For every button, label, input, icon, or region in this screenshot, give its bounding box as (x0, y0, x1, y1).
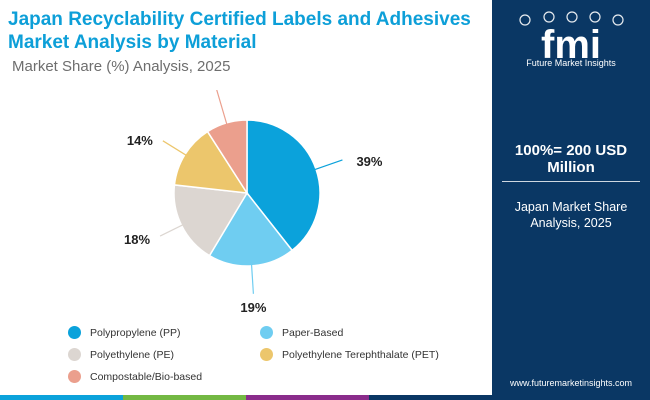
legend-swatch (260, 348, 273, 361)
chart-panel: Japan Recyclability Certified Labels and… (0, 9, 492, 400)
legend-item-0: Polypropylene (PP) (68, 326, 180, 339)
sidebar: fmi Future Market Insights 100%= 200 USD… (492, 0, 650, 400)
pie-label-3: 14% (127, 133, 153, 148)
pie-label-0: 39% (356, 154, 382, 169)
leader-line-3 (162, 140, 187, 157)
legend-swatch (68, 370, 81, 383)
strip-segment-3 (369, 395, 492, 400)
legend-label: Polypropylene (PP) (90, 326, 181, 339)
strip-segment-0 (0, 395, 123, 400)
legend-item-4: Compostable/Bio-based (68, 370, 202, 383)
market-description: Japan Market Share Analysis, 2025 (514, 200, 628, 230)
page-title: Japan Recyclability Certified Labels and… (8, 9, 471, 53)
color-strip (0, 395, 492, 400)
legend-swatch (260, 326, 273, 339)
sidebar-divider (502, 181, 640, 182)
leader-line-1 (250, 263, 255, 294)
pie-labels: 39%19%18%14%9% (124, 133, 383, 315)
pie-chart: 39%19%18%14%9% (124, 90, 383, 315)
logo-text: fmi (541, 23, 601, 67)
page-subtitle: Market Share (%) Analysis, 2025 (12, 58, 231, 75)
pie-label-1: 19% (240, 300, 266, 315)
legend-label: Polyethylene (PE) (90, 348, 175, 361)
legend-label: Paper-Based (282, 326, 344, 339)
legend-swatch (68, 348, 81, 361)
strip-segment-1 (123, 395, 246, 400)
strip-segment-2 (246, 395, 369, 400)
legend-item-3: Polyethylene Terephthalate (PET) (260, 348, 439, 361)
legend-swatch (68, 326, 81, 339)
legend-item-2: Polyethylene (PE) (68, 348, 174, 361)
leader-line-0 (313, 159, 343, 171)
leader-line-4 (216, 90, 228, 126)
legend-label: Compostable/Bio-based (90, 370, 203, 383)
legend-label: Polyethylene Terephthalate (PET) (282, 348, 439, 361)
market-total: 100%= 200 USD Million (514, 142, 628, 176)
logo-caption: Future Market Insights (526, 58, 616, 68)
pie-leader-lines (159, 90, 343, 294)
fmi-logo: fmi (519, 11, 624, 67)
website-link[interactable]: www.futuremarketinsights.com (509, 378, 633, 388)
legend-item-1: Paper-Based (260, 326, 343, 339)
leader-line-2 (159, 223, 184, 237)
pie-label-2: 18% (124, 232, 150, 247)
pie-slices (173, 119, 321, 267)
